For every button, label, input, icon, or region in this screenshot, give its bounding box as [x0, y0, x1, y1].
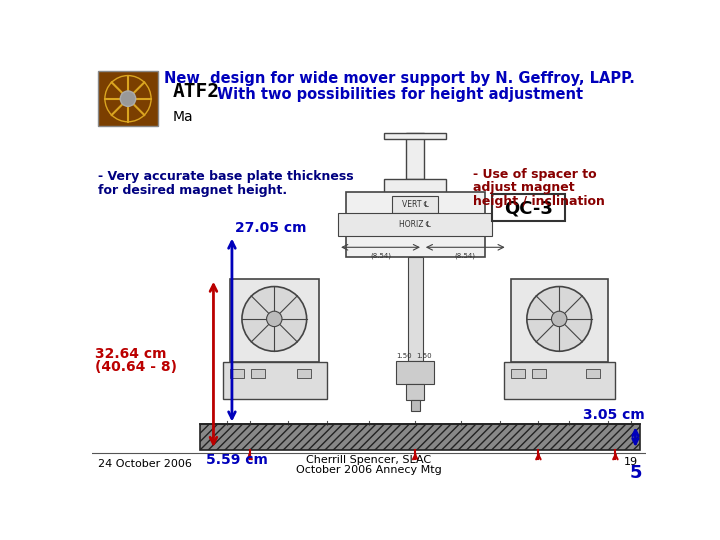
Circle shape	[552, 311, 567, 327]
Text: 32.64 cm: 32.64 cm	[95, 347, 166, 361]
Text: - Very accurate base plate thickness: - Very accurate base plate thickness	[98, 170, 354, 183]
Text: 24 October 2006: 24 October 2006	[98, 458, 192, 469]
Circle shape	[120, 91, 135, 106]
Bar	[511, 279, 608, 362]
Bar	[98, 71, 158, 126]
Bar	[396, 361, 434, 384]
Circle shape	[527, 287, 592, 351]
Bar	[199, 130, 639, 424]
Bar	[297, 369, 311, 378]
Bar	[586, 369, 600, 378]
Text: (8.54): (8.54)	[455, 253, 476, 259]
Text: HORIZ ℄: HORIZ ℄	[400, 220, 431, 229]
Bar	[406, 132, 425, 179]
Text: 27.05 cm: 27.05 cm	[235, 221, 307, 235]
Text: (40.64 - 8): (40.64 - 8)	[95, 360, 177, 374]
Text: 1.50: 1.50	[396, 353, 411, 359]
Bar	[222, 362, 327, 399]
Bar	[384, 132, 446, 139]
Text: VERT ℄: VERT ℄	[402, 200, 428, 208]
Bar	[230, 369, 244, 378]
Text: With two possibilities for height adjustment: With two possibilities for height adjust…	[217, 86, 583, 102]
Text: ATF2: ATF2	[173, 82, 220, 102]
Text: height / inclination: height / inclination	[473, 195, 605, 208]
Bar	[338, 213, 492, 236]
Text: Cherrill Spencer, SLAC: Cherrill Spencer, SLAC	[307, 455, 431, 465]
Bar	[406, 384, 425, 400]
Bar	[492, 194, 565, 221]
Text: New  design for wide mover support by N. Geffroy, LAPP.: New design for wide mover support by N. …	[164, 71, 635, 86]
Bar	[392, 195, 438, 213]
Text: for desired magnet height.: for desired magnet height.	[98, 184, 287, 197]
Text: October 2006 Annecy Mtg: October 2006 Annecy Mtg	[296, 465, 442, 475]
Circle shape	[266, 311, 282, 327]
Text: (8.54): (8.54)	[370, 253, 391, 259]
Bar	[251, 369, 265, 378]
Bar	[384, 179, 446, 193]
Text: adjust magnet: adjust magnet	[473, 181, 575, 194]
Text: - Use of spacer to: - Use of spacer to	[473, 167, 597, 181]
Text: 19: 19	[624, 457, 638, 467]
Text: 5: 5	[629, 464, 642, 482]
Circle shape	[242, 287, 307, 351]
Bar	[504, 362, 616, 399]
Text: 3.05 cm: 3.05 cm	[583, 408, 645, 422]
Bar	[346, 192, 485, 257]
Bar	[532, 369, 546, 378]
Text: 1.50: 1.50	[417, 353, 432, 359]
Bar	[408, 257, 423, 361]
Text: Ma: Ma	[173, 110, 193, 124]
Bar	[511, 369, 526, 378]
Bar	[230, 279, 319, 362]
Text: 5.59 cm: 5.59 cm	[206, 453, 268, 467]
Bar	[410, 400, 420, 411]
Bar	[199, 424, 640, 450]
Text: QC-3: QC-3	[504, 199, 553, 217]
